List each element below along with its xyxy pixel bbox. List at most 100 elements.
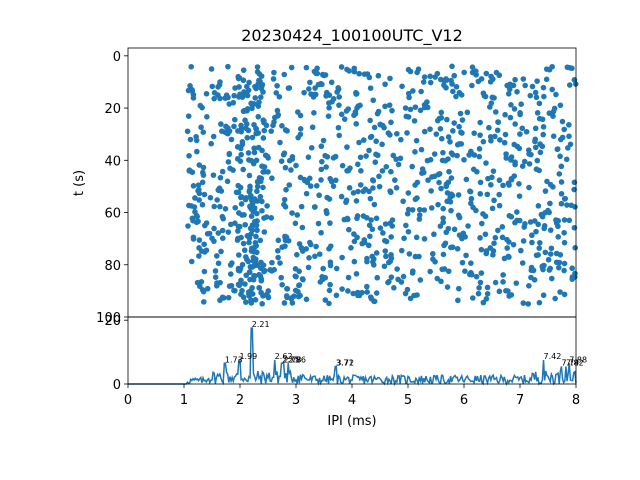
scatter-point [185,113,192,119]
scatter-point [388,255,395,262]
scatter-point [318,166,325,173]
scatter-point [502,111,508,118]
scatter-point [234,156,241,162]
scatter-point [252,273,258,279]
scatter-point [373,138,379,145]
scatter-point [350,190,357,196]
scatter-point [438,135,445,142]
scatter-point [200,164,207,171]
scatter-point [368,134,374,140]
scatter-point [485,175,491,182]
scatter-point [473,207,479,214]
scatter-point [327,281,333,288]
scatter-point [449,81,455,87]
scatter-point [320,137,327,144]
scatter-point [375,152,381,159]
scatter-point [245,258,252,265]
scatter-point [328,243,334,249]
scatter-point [336,132,343,139]
peak-label: 3.71 [336,358,354,367]
scatter-point [286,85,293,91]
scatter-point [502,131,509,138]
scatter-point [370,185,376,191]
scatter-point [244,92,251,99]
scatter-point [358,168,364,174]
scatter-point [338,111,345,118]
scatter-point [370,177,377,184]
scatter-point [382,81,388,88]
scatter-point [361,237,368,243]
scatter-point [448,175,455,181]
scatter-point [338,193,345,200]
scatter-point [564,202,570,208]
scatter-point [196,245,202,251]
scatter-point [410,88,416,94]
scatter-point [461,69,467,76]
histogram-y-ticks: 0 20 [104,314,128,393]
scatter-point [195,218,201,225]
scatter-point [257,273,264,279]
scatter-point [235,228,241,234]
scatter-point [250,254,257,261]
scatter-point [251,122,257,128]
scatter-point [388,168,394,175]
scatter-point [260,184,266,191]
histogram-x-label: IPI (ms) [327,414,376,429]
scatter-point [281,71,288,78]
scatter-point [484,284,491,291]
scatter-point [343,199,349,206]
scatter-point [246,269,253,276]
scatter-point [217,203,223,210]
scatter-point [393,156,399,163]
scatter-point [281,196,288,203]
histogram-peak-labels: 1.731.99 2.21 2.622.752.782.86 3.713.72 7.42… [225,320,587,367]
scatter-point [277,139,283,146]
scatter-point [431,231,437,238]
scatter-point [319,158,325,165]
scatter-point [196,186,202,193]
scatter-point [354,213,361,219]
scatter-point [443,77,450,83]
scatter-point [264,203,270,209]
scatter-point [261,229,268,235]
scatter-point [547,251,554,257]
scatter-point [387,188,393,194]
scatter-point [261,118,267,124]
scatter-point [259,300,265,307]
scatter-point [561,217,568,223]
scatter-point [519,163,526,169]
scatter-point [231,287,237,294]
peak-label: 3.72 [336,358,354,367]
scatter-point [274,82,280,89]
scatter-point [438,109,445,116]
scatter-point [200,288,207,295]
scatter-point [238,234,244,241]
scatter-point [561,126,568,133]
scatter-point [511,106,518,112]
scatter-point [335,124,342,131]
scatter-point [314,70,321,77]
scatter-point [246,79,252,86]
scatter-point [444,116,450,123]
scatter-y-tick-label: 80 [104,259,121,274]
scatter-point [213,253,220,259]
scatter-point [379,141,385,148]
scatter-point [373,290,380,296]
scatter-point [240,67,247,73]
scatter-point [219,128,225,134]
scatter-point [257,237,264,244]
scatter-point [556,171,563,177]
scatter-y-tick-label: 100 [96,311,121,326]
scatter-point [225,63,231,70]
scatter-point [435,201,441,208]
scatter-point [561,291,568,298]
scatter-point [207,194,214,201]
scatter-point [532,125,539,132]
scatter-point [187,136,194,143]
scatter-point [209,235,215,242]
scatter-point [249,264,255,270]
scatter-point [254,227,260,234]
scatter-point [536,299,543,306]
scatter-point [242,196,249,203]
scatter-point [484,191,491,198]
